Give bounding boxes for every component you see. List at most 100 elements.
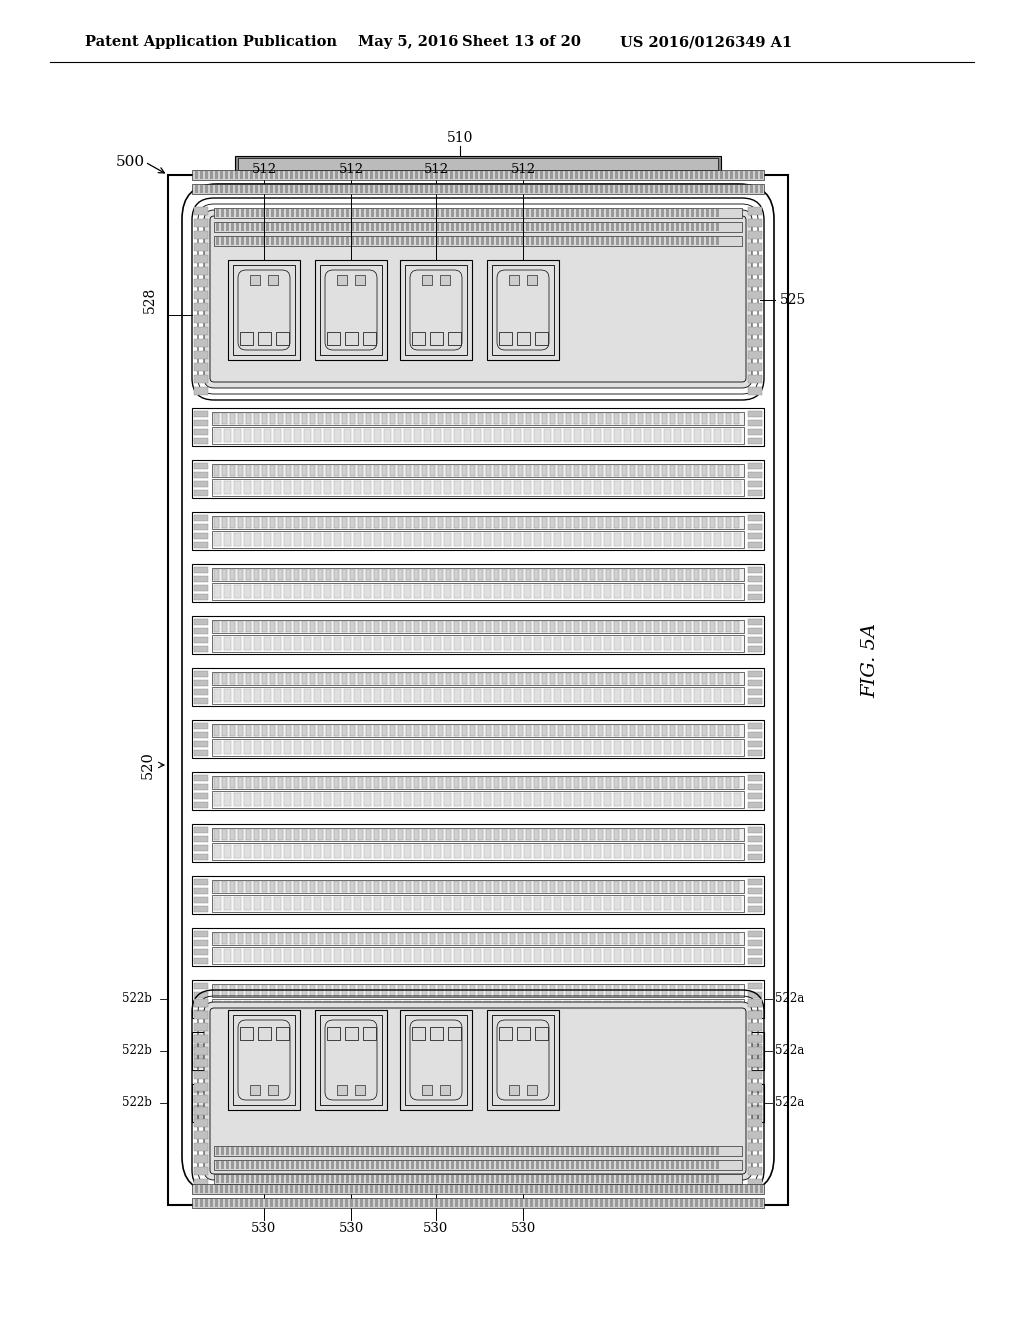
Bar — [454, 985, 459, 997]
Bar — [694, 845, 701, 858]
Bar — [220, 172, 223, 180]
Bar — [484, 793, 490, 807]
Bar — [302, 725, 307, 737]
Bar — [426, 238, 429, 246]
Bar — [234, 689, 241, 702]
Bar — [554, 793, 561, 807]
Bar — [711, 209, 714, 216]
Bar — [748, 594, 762, 601]
Bar — [230, 172, 233, 180]
Bar — [630, 1185, 633, 1193]
Bar — [574, 985, 579, 997]
Bar — [726, 880, 731, 892]
Bar — [715, 1185, 718, 1193]
Bar — [445, 1199, 449, 1206]
Bar — [524, 585, 531, 598]
Bar — [546, 238, 549, 246]
Bar — [374, 569, 379, 579]
Bar — [506, 209, 509, 216]
Bar — [411, 209, 414, 216]
Bar — [511, 1175, 514, 1183]
Bar — [460, 172, 463, 180]
Bar — [222, 985, 227, 997]
Bar — [326, 985, 331, 997]
Bar — [674, 845, 681, 858]
Bar — [454, 898, 461, 909]
Bar — [306, 209, 309, 216]
Bar — [515, 1185, 518, 1193]
Bar — [281, 1175, 284, 1183]
Bar — [702, 776, 707, 788]
Bar — [422, 1089, 427, 1100]
Bar — [341, 238, 344, 246]
Bar — [681, 238, 684, 246]
Bar — [274, 585, 281, 598]
Bar — [214, 585, 221, 598]
Bar — [194, 1071, 208, 1078]
Bar — [550, 673, 555, 684]
Bar — [394, 845, 401, 858]
Bar — [406, 517, 411, 528]
Bar — [634, 533, 641, 546]
Bar — [193, 459, 764, 498]
Bar — [574, 725, 579, 737]
Bar — [244, 898, 251, 909]
Bar — [214, 776, 219, 788]
Bar — [590, 413, 595, 424]
Bar — [234, 480, 241, 494]
Bar — [575, 1147, 579, 1155]
Bar — [494, 480, 501, 494]
Bar — [596, 1162, 599, 1170]
Bar — [654, 480, 662, 494]
Bar — [484, 533, 490, 546]
Bar — [193, 170, 764, 180]
Bar — [718, 1036, 723, 1048]
Bar — [622, 413, 627, 424]
Bar — [404, 480, 411, 494]
Bar — [586, 1162, 589, 1170]
Bar — [260, 1185, 263, 1193]
Bar — [276, 1162, 279, 1170]
Bar — [396, 1175, 399, 1183]
Bar — [306, 238, 309, 246]
Bar — [294, 585, 301, 598]
Bar — [361, 209, 364, 216]
Bar — [594, 480, 601, 494]
Bar — [504, 429, 511, 442]
Bar — [624, 845, 631, 858]
Bar — [614, 776, 618, 788]
Bar — [550, 1089, 555, 1100]
Bar — [681, 209, 684, 216]
Bar — [382, 985, 387, 997]
Bar — [684, 1105, 691, 1118]
Bar — [706, 223, 709, 231]
Bar — [214, 898, 221, 909]
Bar — [748, 1071, 762, 1078]
Bar — [406, 1175, 409, 1183]
Bar — [214, 1173, 742, 1184]
Bar — [524, 741, 531, 754]
Bar — [678, 1036, 683, 1048]
Bar — [701, 1175, 705, 1183]
Bar — [424, 480, 431, 494]
Bar — [646, 776, 651, 788]
Bar — [395, 1199, 398, 1206]
Bar — [276, 1147, 279, 1155]
Bar — [194, 1035, 208, 1041]
Bar — [622, 880, 627, 892]
Bar — [324, 741, 331, 754]
Bar — [398, 465, 403, 477]
Bar — [401, 209, 404, 216]
Bar — [414, 725, 419, 737]
Bar — [254, 845, 261, 858]
Bar — [344, 949, 351, 962]
Bar — [674, 1053, 681, 1067]
Bar — [710, 933, 715, 944]
Bar — [342, 1089, 347, 1100]
Bar — [286, 725, 291, 737]
Bar — [236, 1147, 239, 1155]
Bar — [554, 480, 561, 494]
Bar — [760, 1199, 763, 1206]
Bar — [238, 1089, 243, 1100]
Bar — [504, 1105, 511, 1118]
